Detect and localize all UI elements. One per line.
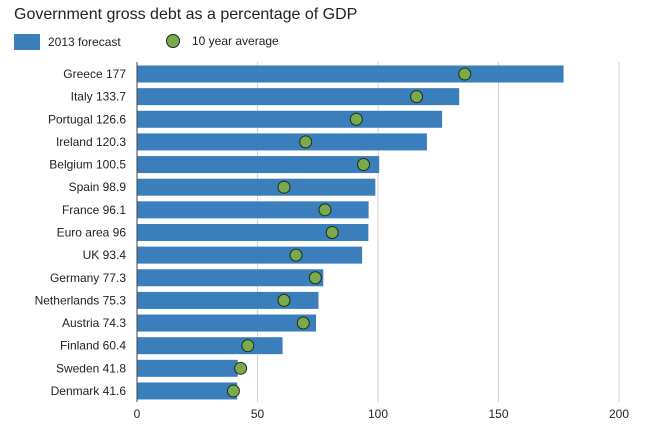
bar (137, 269, 324, 287)
x-axis: 0 50 100 150 200 (134, 407, 630, 421)
bar (137, 88, 460, 106)
legend-label-average: 10 year average (192, 34, 279, 48)
bar (137, 133, 427, 151)
x-tick-label: 150 (488, 407, 508, 421)
legend-marker-circle (166, 34, 180, 48)
category-label: Denmark 41.6 (51, 384, 127, 398)
category-label: Austria 74.3 (62, 316, 126, 330)
bars (137, 65, 564, 400)
x-tick-label: 100 (368, 407, 388, 421)
bar (137, 156, 380, 174)
legend-item-average: 10 year average (166, 34, 279, 48)
bar (137, 246, 363, 264)
average-marker (410, 90, 424, 104)
bar (137, 382, 238, 400)
category-label: Germany 77.3 (50, 271, 126, 285)
bar (137, 65, 564, 83)
category-label: Belgium 100.5 (49, 158, 126, 172)
bar (137, 201, 369, 219)
legend-label-forecast: 2013 forecast (48, 35, 121, 49)
bar (137, 359, 238, 377)
category-label: Ireland 120.3 (56, 135, 126, 149)
average-marker (241, 339, 255, 353)
category-label: Netherlands 75.3 (35, 293, 127, 307)
category-label: Sweden 41.8 (56, 361, 126, 375)
bar (137, 291, 319, 309)
average-marker (234, 361, 248, 375)
average-marker (325, 225, 339, 239)
average-marker (349, 112, 363, 126)
category-label: Italy 133.7 (71, 90, 127, 104)
legend-swatch-bar (14, 34, 40, 50)
average-marker (299, 135, 313, 149)
category-label: Portugal 126.6 (48, 112, 126, 126)
bar (137, 110, 443, 128)
average-marker (308, 271, 322, 285)
bar (137, 178, 376, 196)
bar (137, 223, 369, 241)
x-tick-label: 0 (134, 407, 141, 421)
category-label: Euro area 96 (57, 225, 127, 239)
category-label: Spain 98.9 (69, 180, 127, 194)
category-labels: Greece 177 Italy 133.7 Portugal 126.6 Irela… (35, 67, 127, 398)
average-marker (296, 316, 310, 330)
x-tick-label: 50 (251, 407, 265, 421)
legend-item-forecast: 2013 forecast (14, 34, 121, 50)
average-marker (318, 203, 332, 217)
chart-title: Government gross debt as a percentage of… (14, 6, 358, 23)
average-marker (226, 384, 240, 398)
average-marker (277, 180, 291, 194)
category-label: Greece 177 (63, 67, 126, 81)
category-label: Finland 60.4 (60, 339, 126, 353)
category-label: France 96.1 (62, 203, 126, 217)
average-marker (357, 158, 371, 172)
average-marker (458, 67, 472, 81)
average-marker (289, 248, 303, 262)
x-tick-label: 200 (609, 407, 629, 421)
category-label: UK 93.4 (83, 248, 127, 262)
bar (137, 337, 283, 355)
bar (137, 314, 317, 332)
average-markers (226, 67, 472, 398)
average-marker (277, 293, 291, 307)
